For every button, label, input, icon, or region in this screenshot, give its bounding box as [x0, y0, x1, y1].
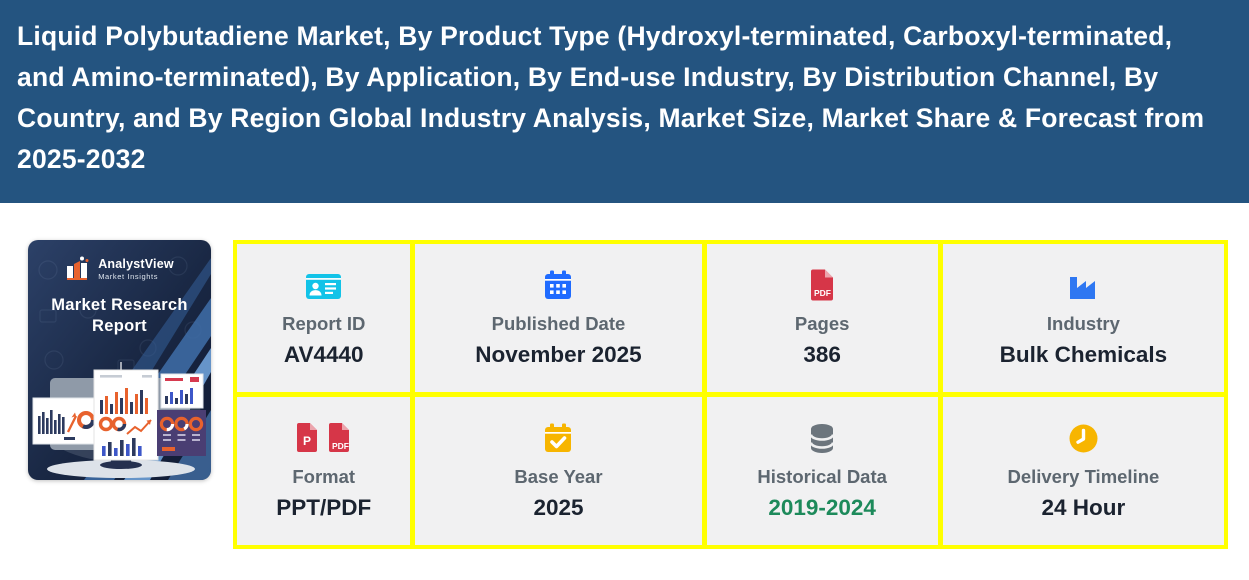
report-id-value: AV4440	[283, 341, 364, 367]
cover-title-line2: Report	[92, 316, 147, 335]
cell-pages: PDF Pages 386	[706, 244, 938, 392]
cell-label: Report ID	[282, 312, 366, 334]
base-year-value: 2025	[533, 494, 584, 520]
cell-label: Historical Data	[757, 465, 887, 487]
database-icon	[808, 422, 836, 454]
brand-tagline: Market Insights	[98, 271, 159, 281]
report-info-grid: Report ID AV4440 Published Date November…	[233, 240, 1228, 549]
ppt-pdf-files-icon: P PDF	[295, 422, 353, 454]
format-value: PPT/PDF	[276, 494, 372, 520]
cell-delivery-timeline: Delivery Timeline 24 Hour	[942, 397, 1224, 545]
cell-label: Published Date	[491, 312, 626, 334]
cell-label: Format	[292, 465, 356, 487]
cell-label: Industry	[1046, 312, 1120, 334]
cell-label: Base Year	[514, 465, 603, 487]
logo-bars-icon	[67, 256, 89, 280]
svg-text:P: P	[303, 434, 311, 448]
published-date-value: November 2025	[475, 341, 642, 367]
page-title: Liquid Polybutadiene Market, By Product …	[17, 21, 1205, 174]
cover-title: Market Research Report	[51, 295, 188, 336]
cell-historical-data: Historical Data 2019-2024	[706, 397, 938, 545]
brand-name: AnalystView	[98, 256, 174, 271]
cell-industry: Industry Bulk Chemicals	[942, 244, 1224, 392]
report-cover-thumbnail: AnalystView Market Insights Market Resea…	[28, 240, 211, 480]
cover-title-line1: Market Research	[51, 296, 188, 314]
clock-icon	[1068, 422, 1099, 454]
cell-label: Delivery Timeline	[1007, 465, 1160, 487]
id-card-icon	[305, 269, 342, 301]
industry-icon	[1067, 269, 1099, 301]
svg-text:PDF: PDF	[332, 441, 349, 451]
cell-base-year: Base Year 2025	[415, 397, 702, 545]
report-summary-section: AnalystView Market Insights Market Resea…	[0, 240, 1249, 549]
calendar-icon	[543, 269, 573, 301]
cell-published-date: Published Date November 2025	[415, 244, 702, 392]
page-header: Liquid Polybutadiene Market, By Product …	[0, 0, 1249, 203]
cell-format: P PDF Format PPT/PDF	[237, 397, 411, 545]
pdf-file-icon: PDF	[809, 269, 835, 301]
charts-monitor-illustration	[32, 362, 206, 478]
delivery-timeline-value: 24 Hour	[1041, 494, 1126, 520]
pages-value: 386	[803, 341, 841, 367]
cell-report-id: Report ID AV4440	[237, 244, 411, 392]
historical-data-value: 2019-2024	[768, 494, 876, 520]
industry-value: Bulk Chemicals	[999, 341, 1168, 367]
analystview-logo: AnalystView Market Insights	[65, 256, 174, 281]
calendar-check-icon	[543, 422, 573, 454]
svg-text:PDF: PDF	[814, 288, 831, 298]
cell-label: Pages	[794, 312, 850, 334]
